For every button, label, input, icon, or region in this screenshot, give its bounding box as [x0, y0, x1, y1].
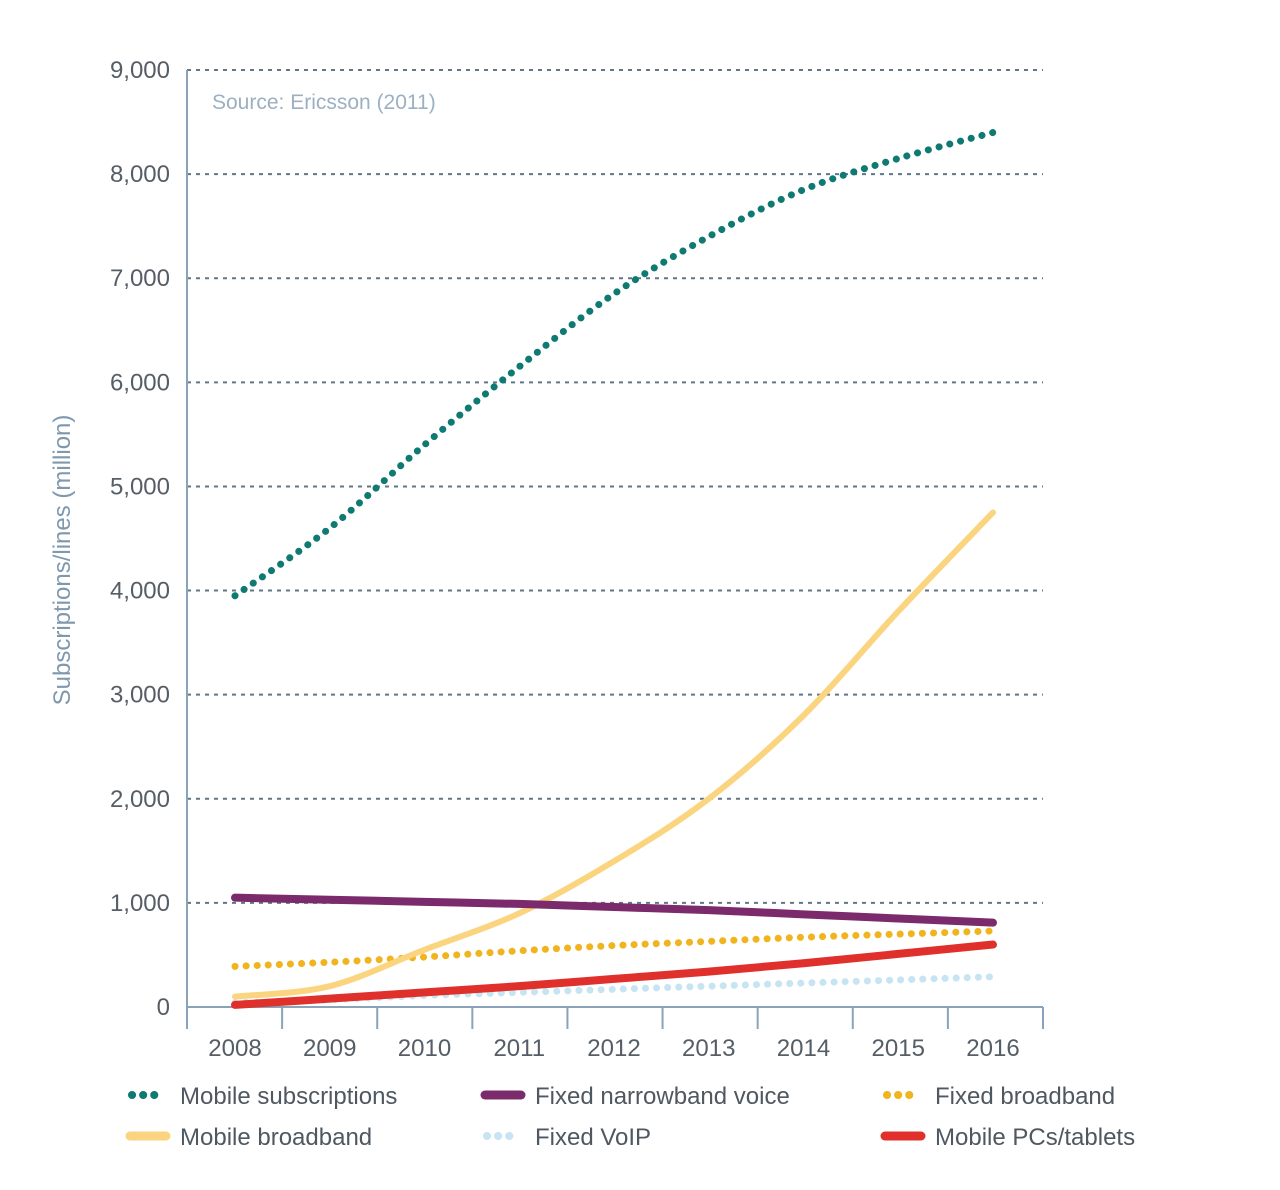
series-line-fixed-broadband — [231, 927, 997, 970]
legend-label: Mobile subscriptions — [180, 1083, 397, 1110]
y-tick-label: 6,000 — [110, 369, 170, 396]
legend-label: Mobile PCs/tablets — [935, 1124, 1135, 1151]
series-line-mobile-subscriptions — [231, 128, 997, 600]
legend-label: Mobile broadband — [180, 1124, 372, 1151]
x-tick-label: 2014 — [777, 1035, 830, 1062]
legend-item-fixed-voip: Fixed VoIP — [483, 1124, 651, 1151]
y-tick-label: 9,000 — [110, 57, 170, 84]
source-note: Source: Ericsson (2011) — [212, 91, 436, 114]
legend-item-fixed-narrowband-voice: Fixed narrowband voice — [480, 1083, 790, 1110]
series-line-fixed-narrowband-voice — [231, 893, 997, 927]
legend-item-mobile-pcs-tablets: Mobile PCs/tablets — [880, 1124, 1135, 1151]
legend-label: Fixed VoIP — [535, 1124, 651, 1151]
legend-item-fixed-broadband: Fixed broadband — [883, 1083, 1115, 1110]
y-tick-label: 4,000 — [110, 578, 170, 605]
x-tick-label: 2016 — [966, 1035, 1019, 1062]
y-tick-label: 5,000 — [110, 473, 170, 500]
x-tick-label: 2015 — [872, 1035, 925, 1062]
x-tick-label: 2010 — [398, 1035, 451, 1062]
legend-item-mobile-subscriptions: Mobile subscriptions — [128, 1083, 397, 1110]
x-tick-label: 2009 — [303, 1035, 356, 1062]
legend-label: Fixed narrowband voice — [535, 1083, 790, 1110]
grid-lines — [187, 69, 1043, 904]
legend-item-mobile-broadband: Mobile broadband — [125, 1124, 372, 1151]
y-tick-label: 0 — [157, 994, 170, 1021]
series-line-mobile-broadband — [232, 509, 996, 1000]
x-tick-label: 2011 — [493, 1035, 545, 1062]
y-tick-label: 7,000 — [110, 265, 170, 292]
legend: Mobile subscriptions Fixed narrowband voi… — [125, 1083, 1135, 1151]
y-axis-title: Subscriptions/lines (million) — [49, 415, 76, 706]
y-tick-label: 2,000 — [110, 786, 170, 813]
legend-label: Fixed broadband — [935, 1083, 1115, 1110]
series-layer — [231, 128, 997, 1009]
y-tick-label: 3,000 — [110, 682, 170, 709]
x-tick-label: 2012 — [587, 1035, 640, 1062]
y-tick-label: 8,000 — [110, 161, 170, 188]
axes — [186, 70, 1043, 1008]
x-tick-label: 2008 — [208, 1035, 261, 1062]
y-tick-label: 1,000 — [110, 890, 170, 917]
series-line-mobile-pcs-tablets — [231, 940, 997, 1009]
x-tick-label: 2013 — [682, 1035, 735, 1062]
x-tick-labels: 2008 2009 2010 2011 2012 2013 2014 2015 2016 — [186, 1007, 1044, 1062]
y-tick-labels: 0 1,000 2,000 3,000 4,000 5,000 6,000 7,000 8,00… — [110, 57, 170, 1021]
